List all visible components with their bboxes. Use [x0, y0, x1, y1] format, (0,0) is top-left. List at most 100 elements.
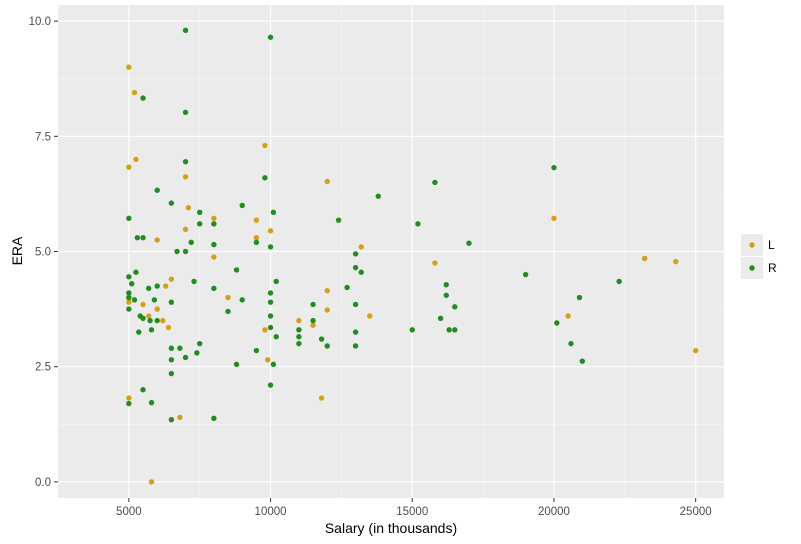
data-point-R — [267, 324, 274, 331]
data-point-L — [165, 324, 172, 331]
data-point-R — [267, 290, 274, 296]
data-point-R — [126, 306, 132, 312]
data-point-R — [443, 292, 449, 298]
data-point-R — [375, 193, 381, 199]
data-point-R — [409, 327, 415, 333]
data-point-L — [182, 226, 189, 233]
data-point-R — [466, 240, 472, 246]
y-axis: 0.0 2.5 5.0 7.5 10.0 — [29, 16, 58, 489]
data-point-L — [126, 164, 132, 170]
data-point-R — [136, 329, 142, 335]
legend-swatch-R — [749, 265, 755, 271]
data-point-R — [239, 202, 245, 209]
y-tick-label: 7.5 — [35, 131, 51, 143]
data-point-R — [318, 336, 325, 342]
data-point-R — [168, 416, 175, 423]
data-point-L — [267, 228, 274, 234]
data-point-L — [185, 205, 192, 211]
data-point-R — [126, 400, 132, 407]
x-axis-title: Salary (in thousands) — [325, 520, 457, 536]
data-point-R — [197, 340, 203, 347]
data-point-R — [270, 209, 277, 216]
data-point-R — [296, 340, 302, 347]
data-point-R — [267, 382, 274, 388]
data-point-R — [352, 251, 359, 257]
legend-swatch-L — [749, 242, 755, 248]
data-point-L — [211, 254, 217, 260]
data-point-R — [151, 297, 158, 303]
legend-label-L: L — [768, 238, 775, 252]
data-point-R — [262, 175, 268, 181]
data-point-L — [154, 306, 160, 312]
data-point-R — [211, 221, 217, 227]
data-point-R — [344, 284, 350, 291]
data-point-R — [335, 217, 342, 223]
data-point-R — [168, 200, 175, 206]
data-point-R — [154, 317, 160, 324]
data-point-R — [140, 315, 146, 322]
data-point-L — [565, 313, 571, 319]
data-point-L — [262, 142, 268, 149]
data-point-R — [358, 269, 364, 275]
data-point-R — [182, 354, 189, 361]
data-point-R — [211, 415, 217, 421]
legend-label-R: R — [768, 261, 777, 275]
data-point-L — [145, 313, 152, 319]
data-point-R — [270, 361, 277, 368]
data-point-R — [324, 343, 330, 349]
data-point-L — [253, 234, 260, 241]
data-point-L — [126, 299, 132, 305]
data-point-L — [133, 156, 139, 163]
data-point-R — [446, 327, 452, 333]
data-point-L — [367, 313, 373, 319]
data-point-R — [168, 357, 175, 363]
data-point-R — [182, 27, 189, 34]
data-point-R — [267, 34, 274, 40]
data-point-L — [225, 294, 231, 301]
data-point-L — [154, 237, 160, 243]
data-point-R — [233, 361, 240, 368]
data-point-R — [415, 221, 421, 227]
data-point-R — [182, 248, 189, 255]
data-point-L — [324, 178, 330, 185]
data-point-R — [273, 278, 279, 285]
data-point-R — [233, 267, 240, 273]
data-point-R — [437, 315, 444, 322]
data-point-R — [145, 285, 152, 292]
data-point-R — [452, 327, 458, 333]
data-point-R — [126, 215, 132, 222]
y-tick-label: 0.0 — [35, 477, 51, 489]
data-point-R — [148, 327, 155, 333]
data-point-L — [310, 322, 316, 328]
data-point-R — [148, 399, 155, 406]
data-point-L — [177, 414, 183, 421]
data-point-L — [162, 283, 169, 289]
x-tick-label: 20000 — [538, 506, 570, 518]
data-point-L — [262, 327, 268, 333]
data-point-R — [253, 347, 260, 354]
data-point-R — [128, 281, 135, 287]
data-point-L — [318, 395, 325, 401]
data-point-L — [358, 244, 364, 250]
data-point-L — [641, 255, 648, 262]
data-point-L — [265, 357, 271, 363]
x-tick-label: 5000 — [116, 506, 142, 518]
major-gridlines — [58, 5, 724, 498]
y-tick-label: 5.0 — [35, 247, 51, 259]
data-point-L — [432, 260, 438, 266]
data-point-R — [352, 264, 359, 271]
data-point-L — [692, 347, 699, 354]
data-point-R — [140, 95, 146, 101]
data-point-R — [197, 221, 203, 227]
data-point-R — [197, 209, 203, 216]
data-point-R — [554, 320, 560, 326]
data-point-R — [267, 244, 274, 250]
data-point-R — [273, 334, 279, 340]
data-point-L — [324, 287, 330, 294]
data-point-L — [131, 89, 138, 96]
data-point-R — [267, 299, 274, 305]
data-point-L — [182, 174, 189, 180]
data-point-L — [168, 276, 175, 282]
data-point-L — [253, 217, 260, 223]
data-point-R — [452, 304, 458, 310]
